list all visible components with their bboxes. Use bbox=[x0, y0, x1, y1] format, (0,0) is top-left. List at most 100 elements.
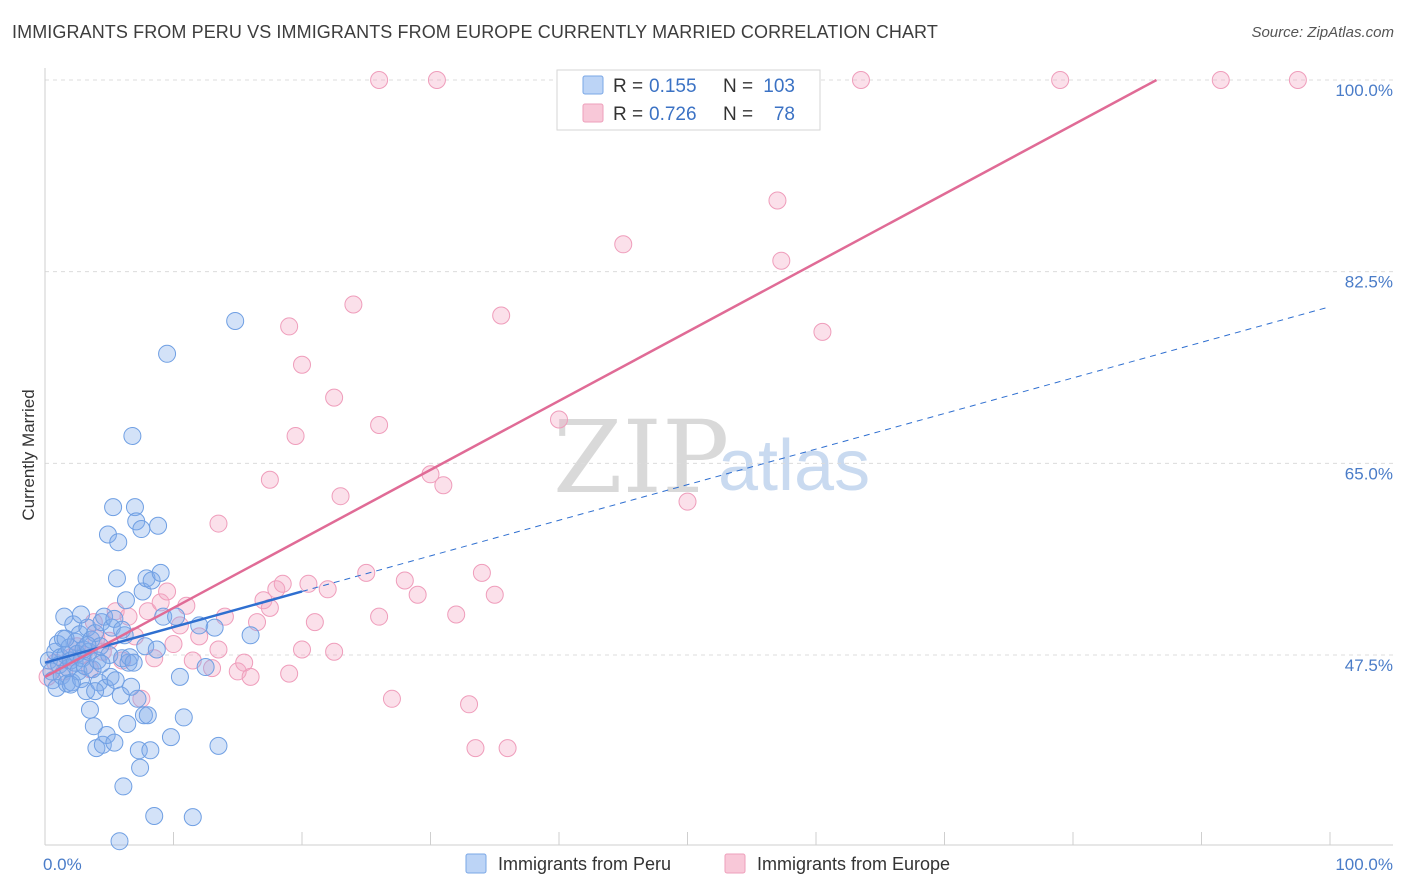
peru-point bbox=[96, 678, 115, 697]
peru-point bbox=[86, 682, 105, 701]
peru-point bbox=[124, 653, 143, 672]
peru-point bbox=[83, 660, 102, 679]
peru-point bbox=[132, 520, 151, 539]
europe-point bbox=[293, 640, 311, 659]
bottom-legend-swatch-europe bbox=[724, 853, 746, 874]
europe-point bbox=[382, 689, 401, 708]
peru-trend-extension bbox=[301, 306, 1331, 592]
peru-point bbox=[145, 807, 164, 825]
legend-r-label-europe: R = bbox=[613, 104, 643, 125]
europe-point bbox=[614, 235, 633, 254]
europe-point bbox=[485, 585, 504, 604]
peru-point bbox=[119, 653, 138, 672]
europe-point bbox=[280, 317, 299, 336]
legend-r-value-europe: 0.726 bbox=[649, 104, 697, 125]
peru-point bbox=[101, 667, 120, 686]
europe-point bbox=[427, 71, 446, 89]
watermark-atlas: atlas bbox=[718, 426, 870, 506]
europe-point bbox=[768, 191, 787, 210]
chart-title: IMMIGRANTS FROM PERU VS IMMIGRANTS FROM … bbox=[12, 22, 938, 42]
europe-point bbox=[1051, 71, 1070, 89]
legend-swatch-europe bbox=[582, 103, 604, 123]
europe-point bbox=[318, 580, 337, 599]
europe-point bbox=[472, 563, 491, 582]
europe-point bbox=[813, 322, 832, 341]
peru-point bbox=[158, 344, 177, 363]
europe-point bbox=[280, 664, 299, 683]
y-tick-label-1: 65.0% bbox=[1345, 464, 1393, 483]
peru-point bbox=[80, 700, 99, 719]
legend-r-label-peru: R = bbox=[613, 76, 643, 97]
europe-point bbox=[344, 295, 363, 314]
peru-point bbox=[142, 571, 161, 590]
peru-point bbox=[64, 615, 83, 634]
europe-point bbox=[1288, 71, 1307, 89]
y-axis-label: Currently Married bbox=[19, 389, 38, 520]
legend-r-value-peru: 0.155 bbox=[649, 76, 697, 97]
europe-point bbox=[498, 739, 517, 758]
peru-point bbox=[226, 311, 245, 330]
peru-point bbox=[125, 498, 144, 517]
europe-point bbox=[299, 574, 318, 593]
peru-point bbox=[97, 725, 116, 744]
y-tick-label-0: 47.5% bbox=[1345, 656, 1393, 675]
europe-point bbox=[325, 642, 344, 661]
europe-point bbox=[550, 410, 568, 429]
trend-lines bbox=[44, 78, 1331, 679]
legend-n-label-peru: N = bbox=[723, 76, 753, 97]
europe-point bbox=[209, 514, 228, 533]
bottom-legend-label-peru: Immigrants from Peru bbox=[498, 854, 671, 874]
peru-point bbox=[209, 736, 228, 755]
bottom-legend-label-europe: Immigrants from Europe bbox=[757, 854, 950, 874]
europe-point bbox=[460, 695, 479, 714]
series-legend: Immigrants from Peru Immigrants from Eur… bbox=[465, 853, 950, 874]
peru-point bbox=[147, 640, 166, 659]
peru-point bbox=[161, 728, 180, 747]
europe-point bbox=[325, 388, 344, 407]
peru-point bbox=[114, 777, 133, 796]
peru-point bbox=[105, 733, 124, 752]
peru-point bbox=[118, 715, 137, 733]
peru-point bbox=[107, 569, 126, 588]
peru-point bbox=[56, 629, 75, 648]
peru-point bbox=[241, 626, 260, 645]
europe-trend-line bbox=[44, 78, 1158, 679]
legend-n-value-europe: 78 bbox=[774, 104, 795, 125]
peru-point bbox=[134, 706, 153, 725]
europe-point bbox=[370, 71, 389, 89]
peru-point bbox=[131, 758, 150, 777]
europe-point bbox=[164, 635, 183, 654]
peru-point bbox=[196, 658, 215, 677]
europe-point bbox=[305, 613, 324, 632]
peru-point bbox=[116, 591, 135, 610]
peru-points bbox=[39, 311, 260, 851]
legend-n-value-peru: 103 bbox=[763, 76, 795, 97]
peru-point bbox=[151, 563, 170, 582]
peru-point bbox=[138, 706, 157, 725]
europe-point bbox=[772, 251, 791, 270]
peru-point bbox=[93, 735, 112, 754]
europe-point bbox=[260, 470, 279, 489]
peru-point bbox=[71, 605, 90, 624]
peru-point bbox=[106, 671, 125, 690]
europe-point bbox=[190, 627, 209, 646]
source-credit: Source: ZipAtlas.com bbox=[1251, 24, 1394, 41]
legend-n-label-europe: N = bbox=[723, 104, 753, 125]
europe-point bbox=[203, 659, 222, 678]
watermark-zip: ZIP bbox=[553, 399, 729, 516]
peru-point bbox=[123, 426, 142, 445]
y-tick-label-2: 82.5% bbox=[1345, 273, 1393, 292]
europe-point bbox=[286, 426, 305, 445]
europe-point bbox=[248, 613, 267, 632]
europe-point bbox=[678, 492, 697, 511]
peru-point bbox=[128, 689, 147, 708]
peru-point bbox=[61, 675, 80, 694]
peru-trend-line bbox=[44, 590, 303, 664]
peru-point bbox=[170, 667, 189, 686]
x-axis-ticks: 0.0% 100.0% bbox=[43, 855, 1393, 874]
europe-point bbox=[331, 487, 350, 506]
peru-point bbox=[104, 498, 123, 517]
peru-point bbox=[109, 533, 128, 552]
peru-point bbox=[174, 708, 193, 727]
peru-point bbox=[183, 808, 202, 827]
